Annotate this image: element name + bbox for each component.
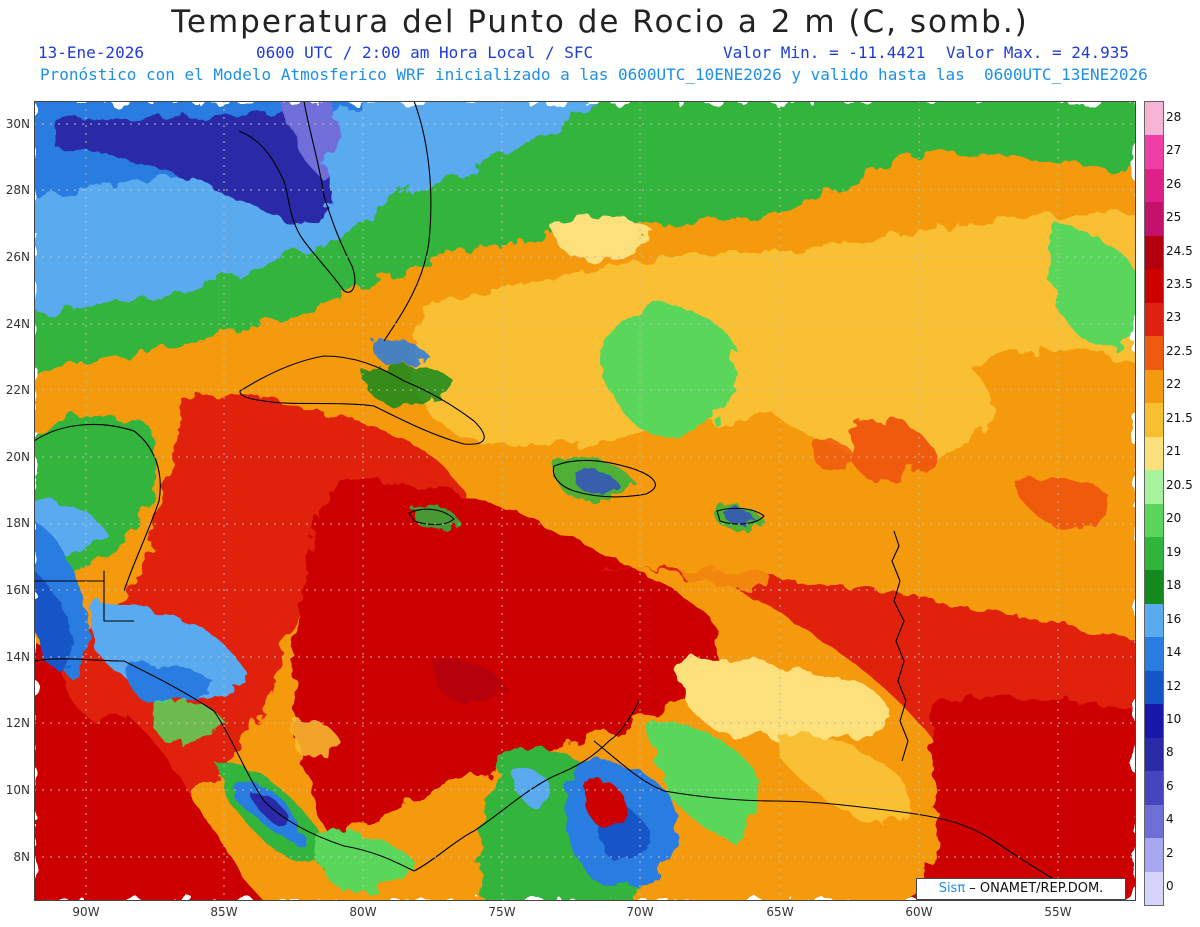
- legend-label: 19: [1166, 544, 1182, 559]
- lat-label: 24N: [5, 317, 30, 331]
- legend-swatch: [1145, 269, 1163, 304]
- lat-label: 12N: [5, 716, 30, 730]
- legend-swatch: [1145, 470, 1163, 504]
- map-title: Temperatura del Punto de Rocio a 2 m (C,…: [171, 4, 1029, 40]
- legend-swatch: [1145, 403, 1163, 438]
- color-legend: [1144, 101, 1164, 906]
- lon-label: 70W: [626, 905, 654, 919]
- max-value: Valor Max. = 24.935: [946, 43, 1130, 62]
- legend-swatch: [1145, 202, 1163, 237]
- legend-label: 4: [1166, 812, 1174, 827]
- graticule: [34, 101, 1136, 901]
- legend-swatch: [1145, 771, 1163, 806]
- legend-label: 23.5: [1166, 277, 1193, 292]
- legend-swatch: [1145, 670, 1163, 705]
- legend-swatch: [1145, 637, 1163, 672]
- lat-label: 30N: [5, 117, 30, 131]
- lon-label: 80W: [349, 905, 377, 919]
- legend-label: 16: [1166, 611, 1182, 626]
- legend-label: 25: [1166, 210, 1182, 225]
- lat-label: 10N: [5, 783, 30, 797]
- lat-label: 20N: [5, 450, 30, 464]
- legend-swatch: [1145, 737, 1163, 772]
- legend-label: 26: [1166, 176, 1182, 191]
- legend-swatch: [1145, 102, 1163, 136]
- legend-label: 23: [1166, 310, 1182, 325]
- legend-label: 20: [1166, 511, 1182, 526]
- legend-swatch: [1145, 804, 1163, 839]
- legend-label: 28: [1166, 109, 1182, 124]
- legend-label: 0: [1166, 879, 1174, 894]
- dewpoint-detail: [152, 339, 856, 757]
- coastlines: [34, 101, 1095, 901]
- lat-label: 22N: [5, 383, 30, 397]
- valid-date: 13-Ene-2026: [38, 43, 144, 62]
- lat-label: 26N: [5, 250, 30, 264]
- credit-box: Sisπ – ONAMET/REP.DOM.: [916, 878, 1126, 900]
- legend-label: 12: [1166, 678, 1182, 693]
- lat-label: 14N: [5, 650, 30, 664]
- legend-label: 14: [1166, 645, 1182, 660]
- legend-label: 6: [1166, 778, 1174, 793]
- legend-swatch: [1145, 603, 1163, 638]
- legend-label: 21: [1166, 444, 1182, 459]
- legend-label: 22.5: [1166, 343, 1193, 358]
- legend-swatch: [1145, 871, 1163, 906]
- lon-label: 90W: [72, 905, 100, 919]
- dewpoint-fill: [34, 101, 1136, 901]
- credit-text: – ONAMET/REP.DOM.: [965, 881, 1104, 896]
- legend-swatch: [1145, 168, 1163, 203]
- legend-label: 2: [1166, 845, 1174, 860]
- map-frame: [34, 101, 1136, 901]
- legend-label: 18: [1166, 578, 1182, 593]
- legend-label: 27: [1166, 143, 1182, 158]
- legend-swatch: [1145, 436, 1163, 471]
- legend-swatch: [1145, 838, 1163, 873]
- legend-swatch: [1145, 570, 1163, 605]
- lon-label: 60W: [905, 905, 933, 919]
- min-value: Valor Min. = -11.4421: [723, 43, 926, 62]
- legend-swatch: [1145, 135, 1163, 170]
- lon-label: 55W: [1044, 905, 1072, 919]
- legend-swatch: [1145, 235, 1163, 270]
- model-info: Pronóstico con el Modelo Atmosferico WRF…: [40, 65, 1148, 84]
- lat-label: 28N: [5, 183, 30, 197]
- lat-label: 16N: [5, 583, 30, 597]
- legend-label: 22: [1166, 377, 1182, 392]
- legend-label: 20.5: [1166, 477, 1193, 492]
- lon-label: 65W: [766, 905, 794, 919]
- legend-label: 10: [1166, 711, 1182, 726]
- legend-label: 21.5: [1166, 410, 1193, 425]
- legend-swatch: [1145, 336, 1163, 371]
- lat-label: 8N: [13, 850, 30, 864]
- lon-label: 75W: [488, 905, 516, 919]
- lat-label: 18N: [5, 516, 30, 530]
- lon-label: 85W: [210, 905, 238, 919]
- valid-time: 0600 UTC / 2:00 am Hora Local / SFC: [256, 43, 594, 62]
- legend-swatch: [1145, 503, 1163, 538]
- sis-logo: Sisπ: [938, 881, 966, 896]
- legend-label: 24.5: [1166, 243, 1193, 258]
- dewpoint-map: [34, 101, 1136, 901]
- legend-label: 8: [1166, 745, 1174, 760]
- legend-swatch: [1145, 369, 1163, 404]
- legend-swatch: [1145, 302, 1163, 337]
- legend-swatch: [1145, 704, 1163, 739]
- legend-swatch: [1145, 536, 1163, 571]
